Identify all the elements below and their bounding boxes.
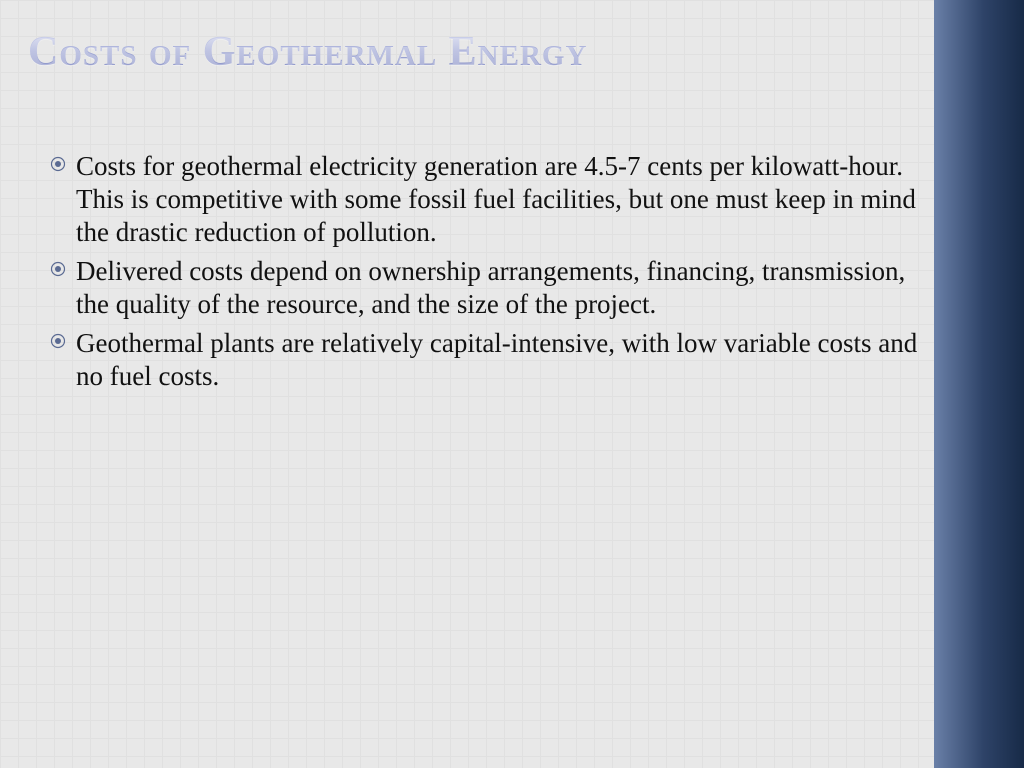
bullet-item: Geothermal plants are relatively capital… (50, 327, 920, 393)
bullet-marker-icon (50, 261, 66, 277)
bullet-text: Geothermal plants are relatively capital… (76, 327, 920, 393)
bullet-text: Delivered costs depend on ownership arra… (76, 255, 920, 321)
bullet-text: Costs for geothermal electricity generat… (76, 150, 920, 249)
bullet-marker-icon (50, 156, 66, 172)
bullet-marker-icon (50, 333, 66, 349)
slide-body: Costs for geothermal electricity generat… (50, 150, 920, 399)
bullet-item: Costs for geothermal electricity generat… (50, 150, 920, 249)
slide-title: Costs of Geothermal Energy (28, 28, 587, 76)
right-accent-band (934, 0, 1024, 768)
bullet-item: Delivered costs depend on ownership arra… (50, 255, 920, 321)
